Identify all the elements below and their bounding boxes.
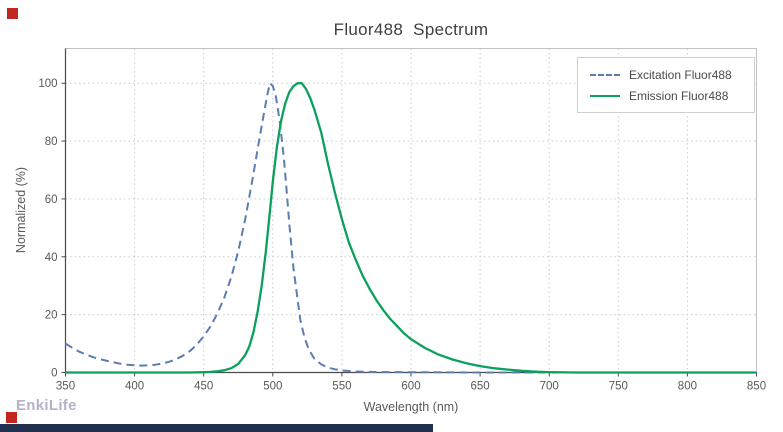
x-tick-label: 850 xyxy=(747,381,766,393)
legend-item-emission: Emission Fluor488 xyxy=(590,85,748,106)
legend-label-excitation: Excitation Fluor488 xyxy=(629,67,732,82)
y-tick-label: 60 xyxy=(45,194,58,206)
legend: Excitation Fluor488 Emission Fluor488 xyxy=(577,57,755,113)
x-tick-label: 800 xyxy=(678,381,697,393)
bottom-bar xyxy=(0,424,433,432)
y-tick-label: 0 xyxy=(51,368,57,380)
x-tick-label: 500 xyxy=(263,381,282,393)
x-tick-label: 550 xyxy=(332,381,351,393)
x-tick-label: 750 xyxy=(609,381,628,393)
y-tick-label: 20 xyxy=(45,310,58,322)
y-tick-label: 80 xyxy=(45,136,58,148)
emission-line-sample xyxy=(590,94,620,97)
y-tick-label: 40 xyxy=(45,252,58,264)
x-tick-label: 450 xyxy=(194,381,213,393)
x-tick-label: 700 xyxy=(540,381,559,393)
x-tick-label: 350 xyxy=(56,381,75,393)
watermark: EnkiLife xyxy=(16,397,77,414)
record-marker-top-left xyxy=(7,8,18,19)
chart-title: Fluor488 Spectrum xyxy=(333,20,489,39)
legend-label-emission: Emission Fluor488 xyxy=(629,88,729,103)
x-axis-label: Wavelength (nm) xyxy=(363,400,459,414)
y-tick-label: 100 xyxy=(38,78,57,90)
excitation-curve xyxy=(64,82,757,374)
x-tick-label: 400 xyxy=(125,381,144,393)
x-tick-label: 650 xyxy=(471,381,490,393)
excitation-line-sample xyxy=(590,73,620,76)
y-axis-label: Normalized (%) xyxy=(14,166,28,254)
x-tick-label: 600 xyxy=(401,381,420,393)
emission-curve xyxy=(65,82,757,374)
record-marker-bottom-left xyxy=(6,412,17,423)
legend-item-excitation: Excitation Fluor488 xyxy=(590,64,748,85)
